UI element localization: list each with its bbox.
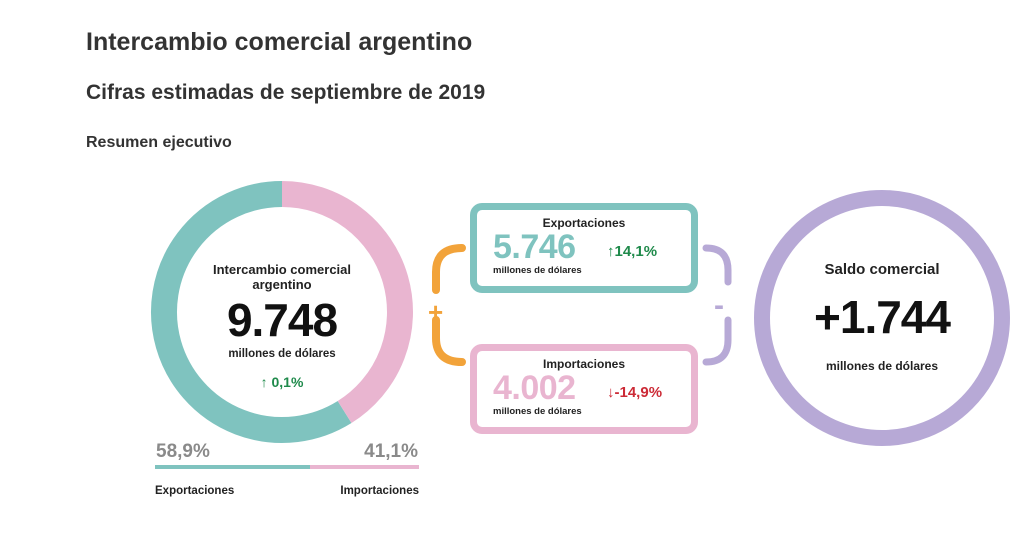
exports-value: 5.746 bbox=[493, 228, 576, 266]
balance-value: +1.744 bbox=[814, 291, 951, 343]
imports-variation: ↓-14,9% bbox=[607, 384, 663, 401]
balance-ring-circle bbox=[754, 190, 1010, 446]
donut-slice-exportaciones bbox=[151, 181, 352, 443]
trade-donut-chart bbox=[151, 181, 413, 443]
balance-label: Saldo comercial bbox=[824, 261, 940, 278]
donut-slice-importaciones bbox=[281, 181, 413, 424]
balance-unit: millones de dólares bbox=[825, 359, 939, 373]
exports-share-value: 58,9% bbox=[156, 441, 210, 462]
imports-share-label: Importaciones bbox=[340, 485, 419, 497]
exports-card: Exportaciones 5.746 millones de dólares … bbox=[470, 203, 698, 293]
balance-ring bbox=[754, 190, 1010, 446]
imports-card-title: Importaciones bbox=[542, 357, 626, 371]
donut-center-label-line1: Intercambio comercial bbox=[213, 262, 351, 277]
exports-variation: ↑14,1% bbox=[607, 243, 658, 260]
imports-unit: millones de dólares bbox=[493, 406, 582, 417]
share-bar-imports bbox=[310, 465, 419, 469]
minus-sign: - bbox=[714, 289, 724, 322]
donut-center: Intercambio comercial argentino 9.748 mi… bbox=[197, 262, 367, 390]
minus-bracket bbox=[702, 244, 732, 366]
donut-center-label-line2: argentino bbox=[252, 277, 312, 292]
exports-unit: millones de dólares bbox=[493, 265, 582, 276]
plus-sign: + bbox=[428, 297, 444, 327]
share-bar-exports bbox=[155, 465, 310, 469]
plus-bracket bbox=[432, 244, 466, 366]
total-trade-value: 9.748 bbox=[226, 294, 338, 346]
imports-share-value: 41,1% bbox=[364, 441, 418, 462]
exports-card-title: Exportaciones bbox=[542, 216, 626, 230]
donut-slices bbox=[151, 181, 413, 443]
exports-share-label: Exportaciones bbox=[155, 485, 235, 497]
total-trade-variation: ↑ 0,1% bbox=[260, 374, 304, 390]
share-bar bbox=[155, 465, 419, 469]
total-trade-unit: millones de dólares bbox=[228, 348, 336, 360]
section-heading: Resumen ejecutivo bbox=[86, 134, 232, 151]
page-title: Intercambio comercial argentino bbox=[86, 28, 473, 56]
imports-value: 4.002 bbox=[493, 369, 576, 407]
donut-center-label: Intercambio comercial argentino bbox=[197, 262, 367, 292]
page-subtitle: Cifras estimadas de septiembre de 2019 bbox=[86, 81, 486, 104]
imports-card: Importaciones 4.002 millones de dólares … bbox=[470, 344, 698, 434]
